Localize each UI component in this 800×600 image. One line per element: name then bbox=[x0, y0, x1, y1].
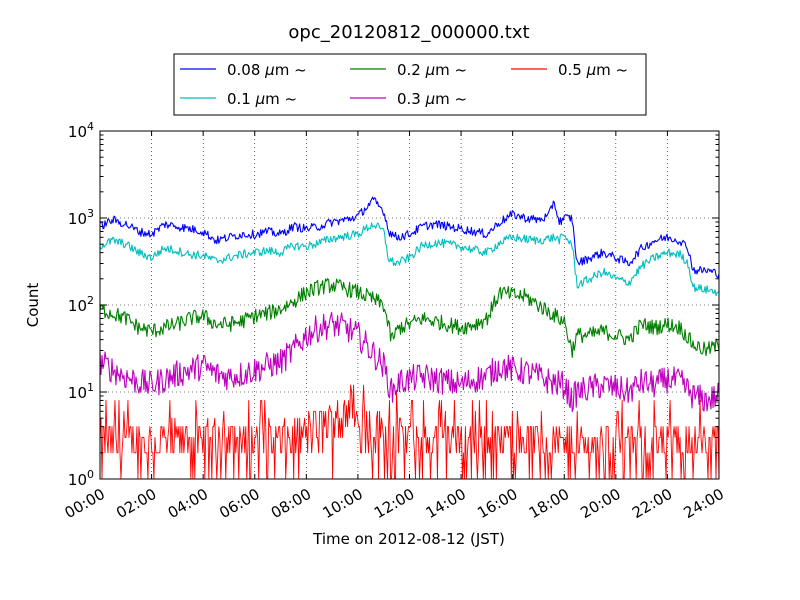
legend: 0.08 μm ~ 0.1 μm ~ 0.2 μm ~ 0.3 μm ~ 0.5 μm … bbox=[173, 53, 647, 116]
axis-ticks bbox=[99, 130, 720, 480]
y-tick-label: 100 bbox=[68, 468, 94, 489]
legend-entry: 0.08 μm ~ bbox=[227, 61, 307, 79]
plot-area bbox=[99, 130, 720, 480]
legend-entry: 0.3 μm ~ bbox=[397, 90, 467, 108]
y-tick-label: 103 bbox=[68, 207, 94, 228]
legend-entry: 0.1 μm ~ bbox=[227, 90, 297, 108]
y-tick-label: 102 bbox=[68, 294, 94, 315]
legend-box bbox=[173, 53, 647, 116]
series-line-3 bbox=[99, 311, 720, 413]
chart-title: opc_20120812_000000.txt bbox=[288, 22, 529, 43]
series-line-1 bbox=[99, 222, 720, 297]
y-tick-labels: 100 101 102 103 104 bbox=[68, 120, 94, 489]
legend-entry: 0.5 μm ~ bbox=[558, 61, 628, 79]
series-line-4 bbox=[99, 384, 720, 480]
series-layer bbox=[99, 196, 720, 480]
series-line-0 bbox=[99, 196, 720, 279]
y-tick-label: 101 bbox=[68, 381, 94, 402]
series-line-2 bbox=[99, 278, 720, 358]
y-tick-label: 104 bbox=[68, 120, 94, 141]
x-axis-label: Time on 2012-08-12 (JST) bbox=[312, 530, 505, 548]
legend-entry: 0.2 μm ~ bbox=[397, 61, 467, 79]
plot-background bbox=[100, 131, 719, 479]
y-axis-label: Count bbox=[24, 283, 42, 328]
